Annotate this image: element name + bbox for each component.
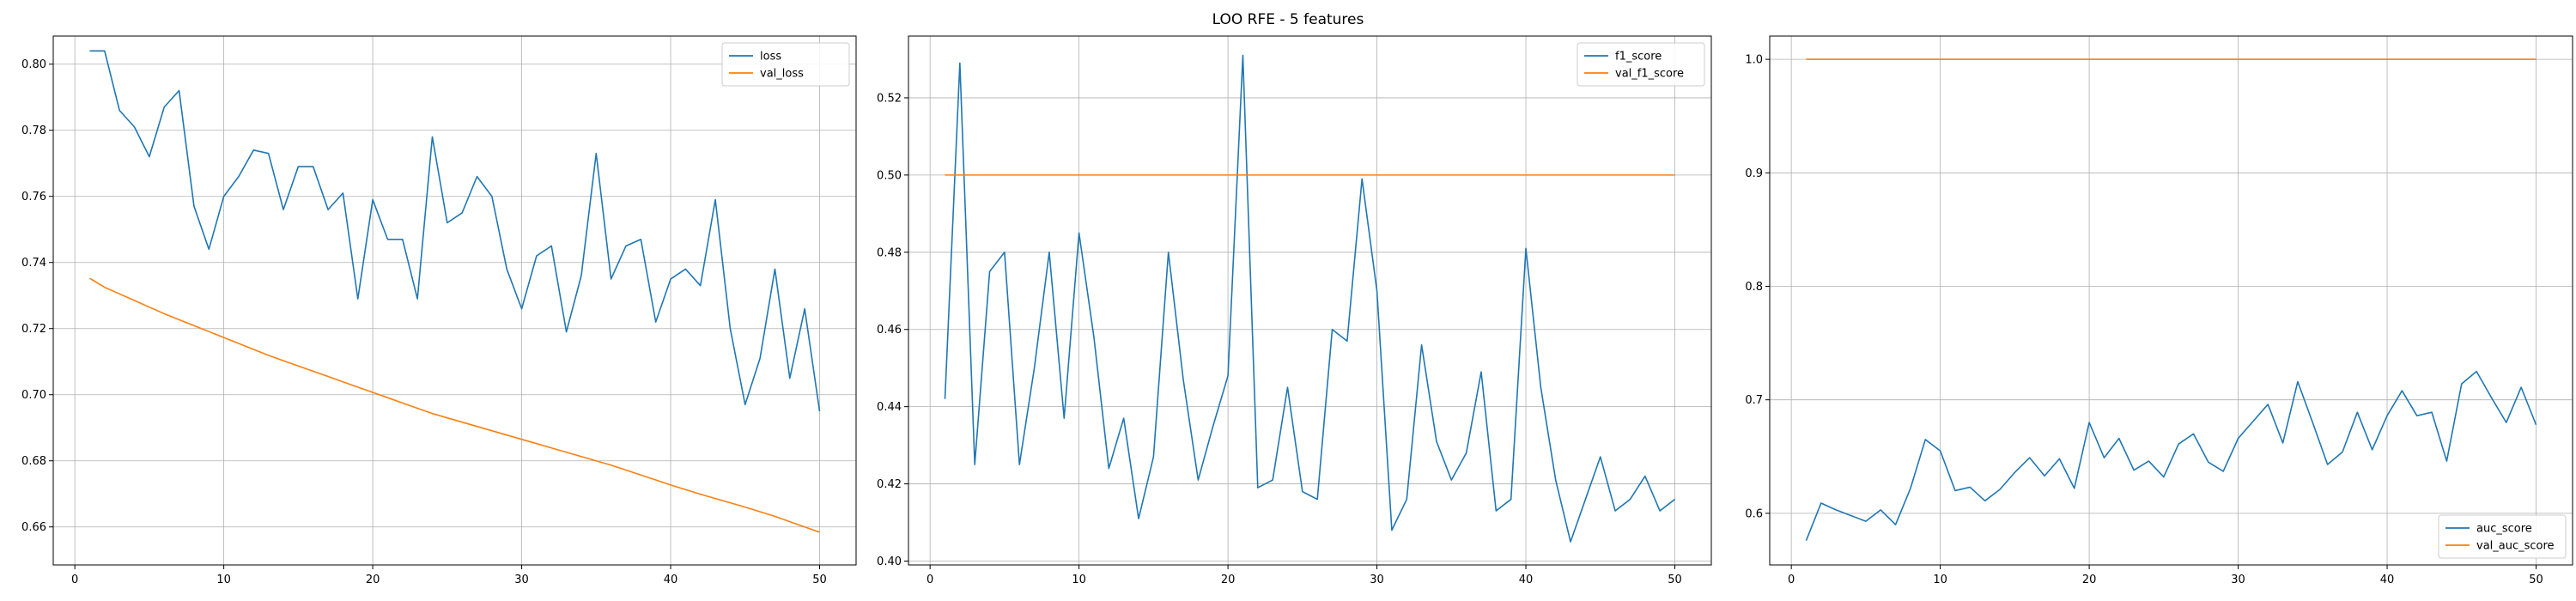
x-tick-label: 40	[2380, 574, 2395, 586]
x-tick-label: 30	[2231, 574, 2245, 586]
legend-label: val_f1_score	[1615, 68, 1684, 81]
y-tick-label: 0.9	[1745, 167, 1763, 180]
y-tick-label: 0.68	[21, 455, 46, 468]
y-tick-label: 1.0	[1745, 54, 1763, 67]
y-tick-label: 0.50	[877, 169, 902, 182]
x-tick-label: 20	[2082, 574, 2097, 586]
y-tick-label: 0.46	[877, 324, 902, 337]
y-tick-label: 0.52	[877, 92, 902, 105]
figure-title: LOO RFE - 5 features	[1212, 11, 1364, 28]
legend-label: loss	[760, 51, 781, 64]
y-tick-label: 0.72	[21, 323, 46, 336]
x-tick-label: 50	[1668, 574, 1682, 586]
subplot-2: 0 10 20 30 40 50 0.40 0.42 0.44 0.46 0.48 0.50 0.52 f…	[877, 35, 1712, 586]
y-tick-label: 0.44	[877, 401, 902, 414]
subplot-1: 0 10 20 30 40 50 0.66 0.68 0.70 0.72 0.74 0.76 0.78 0…	[21, 35, 857, 586]
y-tick-label: 0.48	[877, 246, 902, 259]
y-tick-label: 0.40	[877, 555, 902, 568]
x-tick-label: 50	[812, 574, 827, 586]
legend-label: val_loss	[760, 68, 804, 81]
x-tick-label: 30	[514, 574, 529, 586]
x-tick-label: 0	[71, 574, 78, 586]
x-tick-label: 0	[927, 574, 933, 586]
x-tick-label: 50	[2529, 574, 2543, 586]
y-tick-label: 0.76	[21, 191, 46, 203]
legend: loss val_loss	[721, 42, 850, 87]
legend: auc_score val_auc_score	[2438, 514, 2567, 559]
series-line-auc_score	[1805, 370, 2537, 541]
series-line-f1_score	[944, 54, 1675, 543]
x-tick-label: 0	[1788, 574, 1795, 586]
series-line-val_loss	[89, 277, 820, 533]
y-tick-label: 0.6	[1745, 507, 1763, 520]
legend-box	[2438, 514, 2567, 559]
y-tick-label: 0.42	[877, 478, 902, 491]
y-tick-label: 0.74	[21, 257, 46, 270]
y-tick-label: 0.66	[21, 521, 46, 534]
subplot-3: 0 10 20 30 40 50 0.6 0.7 0.8 0.9 1.0 auc_score val_a…	[1745, 35, 2573, 586]
legend-label: auc_score	[2476, 523, 2532, 536]
legend-box	[721, 42, 850, 87]
x-tick-label: 30	[1370, 574, 1384, 586]
axes-frame	[52, 35, 857, 566]
legend-box	[1577, 42, 1705, 87]
axes-frame	[908, 35, 1712, 566]
legend-label: f1_score	[1615, 51, 1662, 64]
x-tick-label: 10	[1933, 574, 1947, 586]
x-tick-label: 10	[1072, 574, 1086, 586]
x-tick-label: 10	[216, 574, 231, 586]
y-tick-label: 0.80	[21, 58, 46, 71]
x-tick-label: 20	[1221, 574, 1236, 586]
legend: f1_score val_f1_score	[1577, 42, 1705, 87]
y-tick-label: 0.70	[21, 389, 46, 402]
y-tick-label: 0.7	[1745, 394, 1763, 407]
axes-frame	[1769, 35, 2573, 566]
subplots: 0 10 20 30 40 500.660.680.700.720.740.760.780…	[21, 35, 2573, 586]
x-tick-label: 40	[664, 574, 678, 586]
legend-label: val_auc_score	[2476, 540, 2555, 553]
y-tick-label: 0.8	[1745, 281, 1763, 294]
x-tick-label: 40	[1519, 574, 1534, 586]
series-line-loss	[89, 50, 821, 412]
y-tick-label: 0.78	[21, 124, 46, 137]
x-tick-label: 20	[366, 574, 380, 586]
